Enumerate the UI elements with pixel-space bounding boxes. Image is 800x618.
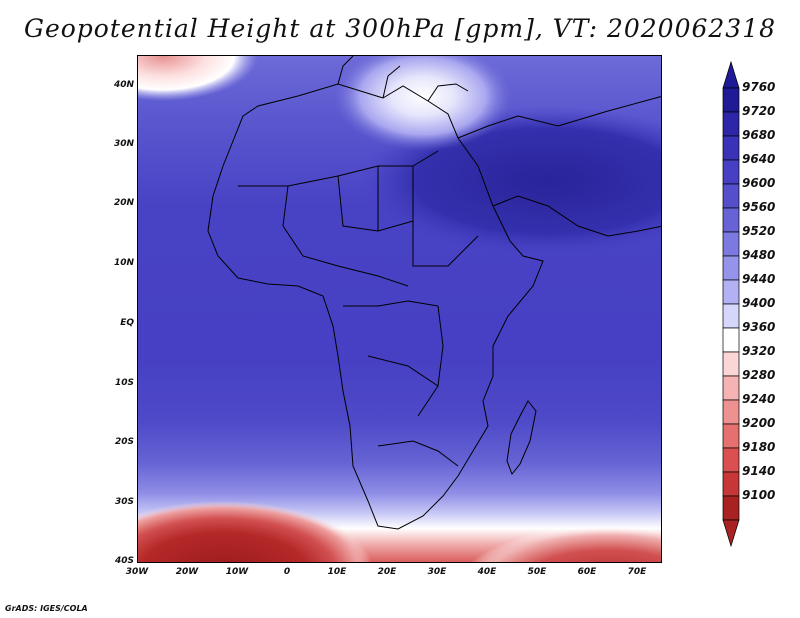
- colorbar-cell: [722, 183, 740, 209]
- colorbar-level-label: 9520: [742, 224, 776, 238]
- colorbar-level-label: 9360: [742, 320, 776, 334]
- colorbar-cell: [722, 303, 740, 329]
- colorbar-level-label: 9100: [742, 488, 776, 502]
- colorbar-level-label: 9200: [742, 416, 776, 430]
- lon-label-20e: 20E: [377, 567, 397, 577]
- colorbar-cells: [722, 60, 740, 548]
- colorbar-level-label: 9280: [742, 368, 776, 382]
- lon-label-40e: 40E: [477, 567, 497, 577]
- colorbar-level-label: 9680: [742, 128, 776, 142]
- lat-label-40s: 40S: [114, 556, 134, 566]
- colorbar-cell: [722, 159, 740, 185]
- colorbar-level-label: 9760: [742, 80, 776, 94]
- colorbar-cell: [722, 279, 740, 305]
- lon-label-0: 0: [283, 567, 291, 577]
- colorbar-level-label: 9720: [742, 104, 776, 118]
- lon-label-70e: 70E: [627, 567, 647, 577]
- colorbar-cell: [722, 231, 740, 257]
- colorbar-cell: [722, 111, 740, 137]
- colorbar-bottom-triangle: [722, 519, 740, 548]
- colorbar-cell: [722, 423, 740, 449]
- colorbar-level-label: 9480: [742, 248, 776, 262]
- colorbar-cell: [722, 87, 740, 113]
- colorbar-level-label: 9440: [742, 272, 776, 286]
- chart-title: Geopotential Height at 300hPa [gpm], VT:…: [23, 14, 777, 43]
- lon-label-50e: 50E: [527, 567, 547, 577]
- colorbar-level-label: 9320: [742, 344, 776, 358]
- colorbar-cell: [722, 207, 740, 233]
- colorbar-cell: [722, 351, 740, 377]
- colorbar-level-label: 9140: [742, 464, 776, 478]
- lat-label-20n: 20N: [113, 198, 134, 208]
- lat-label-30s: 30S: [114, 497, 134, 507]
- lat-label-10s: 10S: [114, 378, 134, 388]
- colorbar-top-triangle: [722, 60, 740, 89]
- lat-label-40n: 40N: [113, 80, 134, 90]
- lat-label-30n: 30N: [113, 139, 134, 149]
- colorbar-level-label: 9400: [742, 296, 776, 310]
- colorbar-cell: [722, 447, 740, 473]
- lat-label-eq: EQ: [120, 318, 134, 328]
- colorbar-cell: [722, 375, 740, 401]
- colorbar-level-label: 9560: [742, 200, 776, 214]
- lon-label-30e: 30E: [427, 567, 447, 577]
- lon-label-20w: 20W: [175, 567, 199, 577]
- geopotential-map: [138, 56, 661, 562]
- lon-label-30w: 30W: [125, 567, 149, 577]
- colorbar-level-label: 9240: [742, 392, 776, 406]
- coastline-lines: [207, 56, 661, 530]
- lon-label-10e: 10E: [327, 567, 347, 577]
- colorbar-cell: [722, 495, 740, 521]
- colorbar-cell: [722, 399, 740, 425]
- map-frame: [137, 55, 662, 563]
- grads-credit: GrADS: IGES/COLA: [5, 604, 88, 613]
- colorbar-cell: [722, 135, 740, 161]
- colorbar-cell: [722, 327, 740, 353]
- colorbar-level-label: 9600: [742, 176, 776, 190]
- lat-label-20s: 20S: [114, 437, 134, 447]
- colorbar-cell: [722, 471, 740, 497]
- colorbar-level-label: 9640: [742, 152, 776, 166]
- colorbar-level-label: 9180: [742, 440, 776, 454]
- lon-label-10w: 10W: [225, 567, 249, 577]
- lon-label-60e: 60E: [577, 567, 597, 577]
- colorbar-cell: [722, 255, 740, 281]
- colorbar: [722, 60, 740, 548]
- lat-label-10n: 10N: [113, 258, 134, 268]
